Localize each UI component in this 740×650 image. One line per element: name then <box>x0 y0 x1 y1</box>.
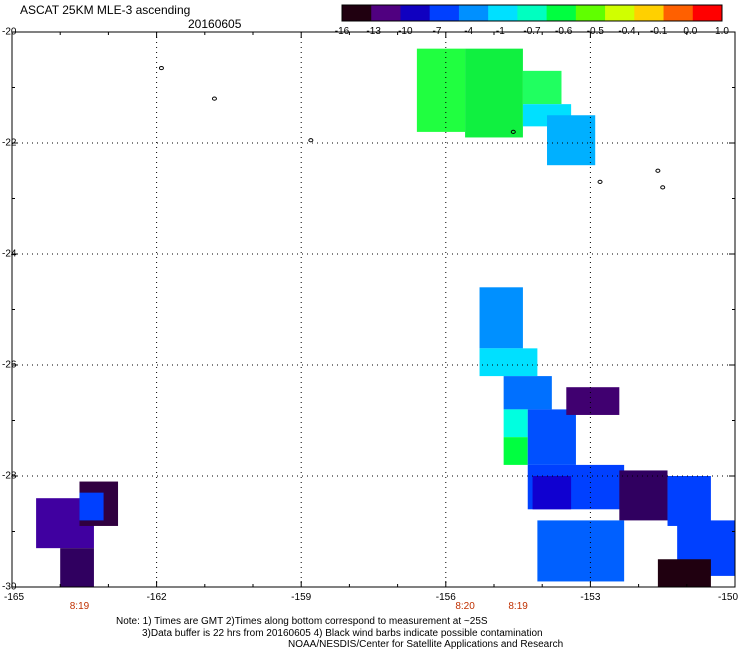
wind-swath-cell <box>547 115 596 166</box>
latitude-label: -24 <box>2 248 17 260</box>
wind-swath-cell <box>479 287 523 349</box>
wind-swath-cell <box>416 48 466 132</box>
colorbar-label: -0.4 <box>618 26 636 37</box>
colorbar-swatch <box>575 5 606 21</box>
island-outline <box>660 185 666 190</box>
map-date: 20160605 <box>188 17 242 31</box>
colorbar-label: -1 <box>495 26 505 37</box>
latitude-label: -26 <box>2 359 17 371</box>
time-label: 8:19 <box>508 601 528 612</box>
colorbar-swatch <box>429 5 460 21</box>
colorbar-label: -0.5 <box>586 26 604 37</box>
longitude-label: -153 <box>580 592 601 603</box>
colorbar-label: -0.1 <box>650 26 668 37</box>
island-outline <box>655 168 661 173</box>
wind-swath-cell <box>465 48 523 138</box>
note-line-3: NOAA/NESDIS/Center for Satellite Applica… <box>288 639 564 650</box>
latitude-label: -20 <box>2 26 17 38</box>
wind-swath-cell <box>667 476 711 526</box>
latitude-label: -30 <box>2 581 17 593</box>
colorbar-label: -0.7 <box>523 26 541 37</box>
wind-swath-cell <box>503 437 528 465</box>
time-label: 8:19 <box>69 601 90 612</box>
wind-swath-cell <box>503 376 552 410</box>
wind-swath-cell <box>479 348 538 377</box>
island-outline <box>211 96 217 101</box>
colorbar-swatch <box>663 5 694 21</box>
longitude-label: -159 <box>291 592 312 603</box>
colorbar-swatch <box>458 5 489 21</box>
longitude-label: -156 <box>435 592 456 603</box>
wind-swath-cell <box>503 409 528 438</box>
colorbar-label: -13 <box>366 26 381 37</box>
note-line-1: Note: 1) Times are GMT 2)Times along bot… <box>116 616 488 627</box>
time-label: 8:20 <box>455 601 475 612</box>
colorbar-label: 1.0 <box>715 26 729 37</box>
colorbar <box>341 4 723 22</box>
note-line-2: 3)Data buffer is 22 hrs from 20160605 4)… <box>142 628 543 639</box>
island-outline <box>308 138 314 143</box>
colorbar-swatch <box>400 5 431 21</box>
wind-swath-cell <box>619 470 668 521</box>
colorbar-border <box>341 4 723 22</box>
wind-swath-cell <box>532 476 572 510</box>
colorbar-label: -4 <box>464 26 474 37</box>
colorbar-swatch <box>692 5 723 21</box>
colorbar-label: -10 <box>398 26 413 37</box>
colorbar-swatch <box>605 5 635 21</box>
latitude-label: -28 <box>2 470 17 482</box>
colorbar-swatch <box>546 5 577 21</box>
colorbar-label: -0.6 <box>555 26 573 37</box>
island-outline <box>510 129 516 134</box>
wind-swath-cell <box>566 387 620 415</box>
wind-swath-cell <box>79 492 104 521</box>
wind-swath-cell <box>60 548 94 587</box>
island-outline <box>597 179 603 184</box>
colorbar-label: -7 <box>432 26 442 37</box>
wind-swath-cell <box>522 70 562 105</box>
longitude-label: -162 <box>146 592 167 603</box>
colorbar-swatch <box>371 5 401 21</box>
wind-swath-cell <box>657 559 711 587</box>
colorbar-swatch <box>634 5 665 21</box>
island-outline <box>158 65 164 71</box>
map-frame <box>11 31 736 588</box>
longitude-label: -150 <box>717 592 739 603</box>
colorbar-label: 0.0 <box>683 26 698 37</box>
colorbar-swatch <box>488 5 518 21</box>
colorbar-swatch <box>342 5 372 21</box>
colorbar-swatch <box>517 5 548 21</box>
map-title: ASCAT 25KM MLE-3 ascending <box>20 3 191 17</box>
wind-swath-cell <box>537 520 625 582</box>
wind-swath-cell <box>527 409 576 465</box>
longitude-label: -165 <box>3 592 25 603</box>
colorbar-label: -16 <box>334 26 350 37</box>
latitude-label: -22 <box>2 137 17 149</box>
